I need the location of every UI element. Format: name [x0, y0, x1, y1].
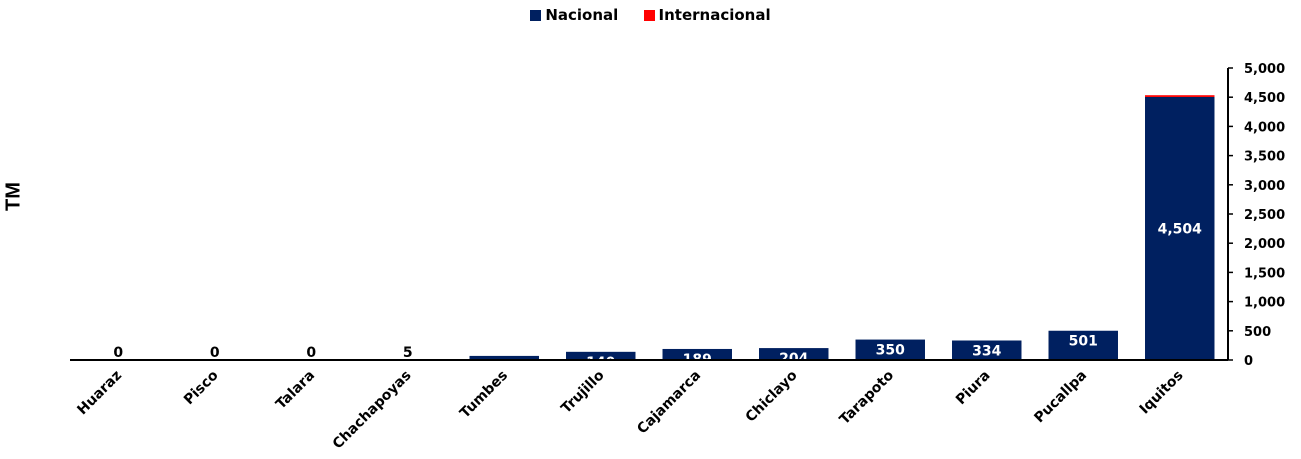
y-tick-label-2000: 2,000: [1244, 237, 1285, 252]
data-label-chachapoyas: 5: [403, 345, 413, 361]
legend-swatch-nacional: [530, 9, 542, 21]
legend-item-nacional: Nacional: [530, 6, 618, 24]
data-label-tarapoto: 350: [876, 343, 905, 359]
x-tick-label-chiclayo: Chiclayo: [743, 367, 801, 425]
data-label-trujillo: 140: [586, 355, 615, 371]
legend-label-internacional: Internacional: [658, 6, 771, 24]
bar-nacional-tumbes: [469, 355, 539, 360]
legend: Nacional Internacional: [0, 6, 1301, 25]
data-label-pisco: 0: [210, 345, 220, 361]
legend-swatch-internacional: [643, 9, 655, 21]
data-label-tumbes: 70: [495, 359, 515, 375]
legend-item-internacional: Internacional: [643, 6, 771, 24]
data-label-talara: 0: [306, 345, 316, 361]
y-tick-label-3500: 3,500: [1244, 150, 1285, 165]
y-tick-label-2500: 2,500: [1244, 208, 1285, 223]
bar-nacional-tarapoto: [855, 339, 925, 360]
y-tick-label-1500: 1,500: [1244, 266, 1285, 281]
bar-nacional-pucallpa: [1048, 330, 1118, 360]
bar-nacional-cajamarca: [662, 348, 732, 360]
data-label-pucallpa: 501: [1069, 334, 1098, 350]
bar-nacional-trujillo: [566, 351, 636, 360]
y-tick-label-5000: 5,000: [1244, 62, 1285, 77]
x-tick-label-pucallpa: Pucallpa: [1031, 368, 1090, 427]
data-label-huaraz: 0: [113, 345, 123, 361]
y-tick-label-1000: 1,000: [1244, 296, 1285, 311]
x-tick-label-huaraz: Huaraz: [74, 368, 125, 419]
data-label-iquitos: 4,504: [1158, 221, 1203, 237]
y-tick-label-3000: 3,000: [1244, 179, 1285, 194]
data-label-piura: 334: [972, 343, 1001, 359]
x-tick-label-trujillo: Trujillo: [558, 367, 608, 417]
bar-nacional-iquitos: [1145, 96, 1215, 360]
x-tick-label-pisco: Pisco: [181, 367, 222, 408]
x-tick-label-iquitos: Iquitos: [1137, 368, 1187, 418]
y-tick-label-4500: 4,500: [1244, 91, 1285, 106]
bar-internacional-iquitos: [1145, 95, 1215, 97]
x-tick-label-chachapoyas: Chachapoyas: [330, 368, 415, 453]
bar-nacional-chiclayo: [759, 348, 829, 360]
legend-label-nacional: Nacional: [545, 6, 619, 24]
y-tick-label-0: 0: [1244, 354, 1253, 369]
bar-nacional-piura: [952, 340, 1022, 360]
x-tick-label-tumbes: Tumbes: [457, 368, 511, 422]
x-tick-label-talara: Talara: [273, 368, 318, 413]
x-tick-label-cajamarca: Cajamarca: [634, 368, 704, 438]
y-tick-label-4000: 4,000: [1244, 120, 1285, 135]
x-tick-label-piura: Piura: [953, 368, 994, 409]
x-tick-label-tarapoto: Tarapoto: [837, 367, 898, 428]
y-tick-label-500: 500: [1244, 325, 1271, 340]
